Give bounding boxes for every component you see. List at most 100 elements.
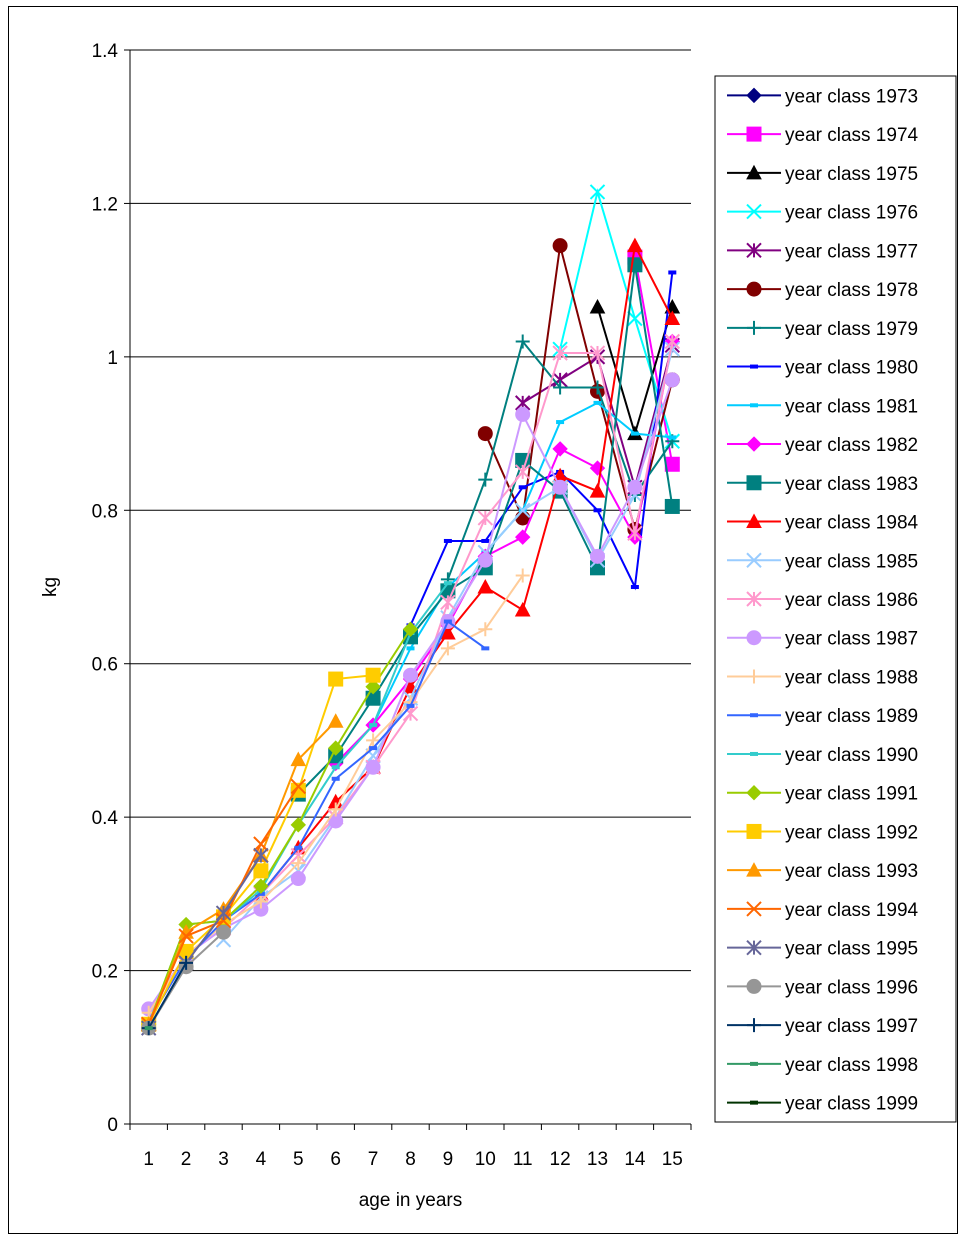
legend-marker [750,713,758,718]
data-point [664,372,680,388]
legend-item: year class 1975 [727,164,918,185]
legend-item: year class 1993 [727,861,918,882]
axes: 00.20.40.60.811.21.41 2 3 4 5 6 7 8 9 10 11 12 13 14 1… [92,41,692,1170]
legend-item: year class 1976 [727,203,918,224]
y-tick-label: 1.2 [92,194,118,215]
y-tick-label: 1 [107,348,118,369]
legend-item: year class 1984 [727,513,919,534]
data-point [327,740,344,756]
series-year-class-1989 [144,619,490,1023]
legend-label: year class 1986 [785,590,918,611]
data-point [589,298,606,314]
data-point [590,380,605,395]
legend-label: year class 1973 [785,86,918,107]
data-point [144,1026,153,1031]
legend-label: year class 1989 [785,706,918,727]
data-point [593,400,602,405]
data-point [664,310,681,325]
data-point [627,257,643,273]
legend-label: year class 1994 [785,900,919,921]
data-point [515,334,530,349]
legend-item: year class 1973 [727,86,918,107]
legend-label: year class 1999 [785,1094,918,1115]
data-point [590,548,605,564]
legend-item: year class 1998 [727,1055,918,1076]
y-tick-label: 0.6 [92,655,118,676]
data-point [481,538,490,543]
legend-marker [750,1100,758,1105]
data-point [627,479,643,495]
legend-label: year class 1982 [785,435,918,456]
data-point [253,863,269,879]
data-point [440,641,455,656]
legend-item: year class 1986 [727,590,918,611]
legend-label: year class 1977 [785,241,918,262]
data-point [290,782,306,798]
legend-label: year class 1981 [785,396,918,417]
x-tick-label: 13 [587,1149,608,1170]
x-tick-label: 9 [443,1149,454,1170]
legend-marker [746,862,762,877]
legend-marker [750,1061,758,1066]
legend-label: year class 1997 [785,1016,918,1037]
legend-marker [746,823,762,839]
series-year-class-1997 [141,955,194,1036]
legend-label: year class 1975 [785,164,918,185]
legend-item: year class 1990 [727,745,918,766]
legend-marker [750,751,758,756]
data-point [552,238,568,254]
legend-marker [746,436,762,452]
axis-labels: kg age in years [40,577,462,1211]
legend-marker [746,126,762,142]
series-line [147,619,486,1021]
data-point [589,345,606,361]
data-point [514,464,531,480]
legend-label: year class 1988 [785,667,918,688]
legend-label: year class 1983 [785,474,918,495]
data-point [556,420,565,425]
legend-item: year class 1979 [727,319,918,340]
x-tick-label: 15 [662,1149,683,1170]
data-point [589,184,606,200]
legend-item: year class 1981 [727,396,918,417]
data-point [627,525,643,542]
legend-marker [746,164,762,180]
data-point [253,836,269,852]
legend-marker [746,87,762,104]
legend-label: year class 1985 [785,551,918,572]
legend-item: year class 1987 [727,629,918,650]
legend-item: year class 1980 [727,358,918,379]
series-line [633,256,674,465]
data-point [216,924,231,940]
y-axis-title: kg [40,577,61,597]
legend-item: year class 1988 [727,667,918,688]
x-tick-label: 12 [550,1149,571,1170]
data-point [443,619,452,624]
series-year-class-1998 [144,1026,153,1031]
legend-item: year class 1994 [727,900,919,921]
data-point [515,568,530,583]
data-point [365,667,381,683]
legend-label: year class 1976 [785,203,918,224]
legend: year class 1973 year class 1974 year class… [714,75,957,1123]
data-point [253,878,269,894]
data-point [664,341,681,357]
legend-label: year class 1991 [785,784,918,805]
data-point [406,703,415,708]
data-point [291,856,306,871]
data-point [290,871,306,887]
y-tick-label: 0.2 [92,962,118,983]
data-point [369,746,378,751]
data-point [406,646,415,651]
data-point [403,667,418,683]
x-tick-label: 5 [293,1149,304,1170]
data-point [552,441,568,457]
data-point [365,759,381,775]
legend-item: year class 1982 [727,435,918,456]
data-point [664,333,681,350]
data-point [369,723,378,728]
data-point [589,483,606,498]
legend-marker [746,978,762,994]
data-point [443,538,452,543]
legend-label: year class 1987 [785,629,918,650]
